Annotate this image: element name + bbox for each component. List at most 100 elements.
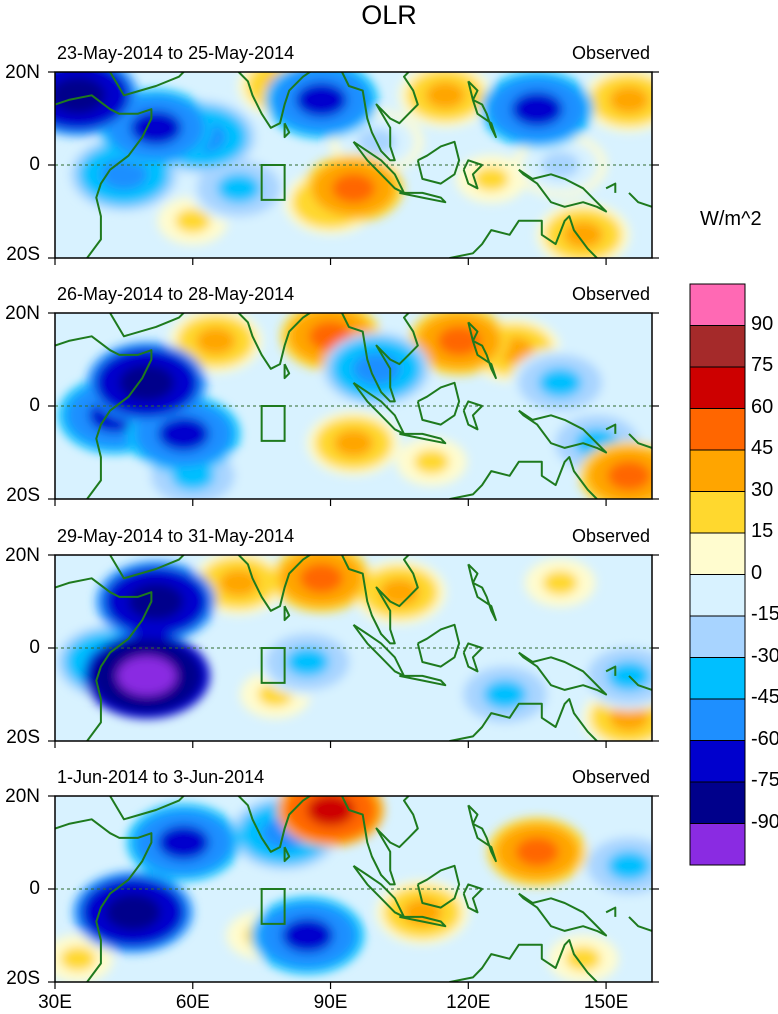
coastline	[399, 191, 447, 204]
coastline	[237, 313, 419, 403]
y-tick-label: 20S	[6, 244, 40, 265]
anomaly-core	[413, 449, 450, 474]
reference-box	[260, 164, 286, 201]
coastline	[109, 72, 185, 97]
coastline	[628, 916, 652, 932]
colorbar-swatch	[689, 366, 746, 409]
y-tick-label: 20S	[6, 727, 40, 748]
anomaly-core	[352, 352, 400, 385]
anomaly-core	[609, 86, 649, 114]
coastline	[467, 563, 497, 622]
coastline	[462, 642, 484, 673]
anomaly-core	[105, 893, 161, 931]
coastline	[462, 883, 484, 914]
coastline	[283, 846, 291, 863]
colorbar-label: 75	[751, 354, 774, 376]
coastline	[605, 182, 617, 193]
anomaly-core	[333, 429, 374, 457]
coastline	[605, 906, 617, 917]
panel-tag: Observed	[571, 284, 650, 304]
colorbar-swatch	[689, 449, 746, 492]
panel-title: 26-May-2014 to 28-May-2014	[57, 284, 295, 304]
coastline	[628, 433, 652, 449]
coastline	[109, 796, 186, 821]
coastline	[448, 456, 598, 499]
anomaly-core	[538, 368, 582, 398]
coastline	[462, 400, 484, 431]
anomaly-core	[473, 166, 509, 192]
anomaly-core	[117, 656, 177, 696]
anomaly-core	[175, 208, 211, 233]
y-tick-label: 20S	[6, 968, 40, 989]
olr-field-panel-2	[55, 313, 652, 499]
panel-title: 23-May-2014 to 25-May-2014	[57, 43, 295, 63]
y-tick-label: 0	[29, 395, 40, 416]
anomaly-core	[286, 647, 330, 677]
coastline	[518, 651, 608, 696]
coastline	[283, 122, 291, 139]
coastline	[416, 140, 461, 185]
anomaly-core	[158, 416, 210, 451]
x-tick-label: 150E	[583, 992, 629, 1013]
anomaly-core	[607, 461, 651, 491]
anomaly-core	[60, 946, 96, 971]
y-tick-label: 0	[29, 637, 40, 658]
colorbar-label: -15	[751, 603, 778, 625]
olr-field-panel-3	[55, 555, 652, 741]
colorbar-swatch	[689, 781, 746, 824]
colorbar-swatch	[689, 740, 746, 783]
coastline	[55, 818, 153, 982]
y-tick-label: 20N	[5, 786, 40, 807]
y-tick-label: 20N	[5, 303, 40, 324]
x-tick-label: 120E	[446, 992, 491, 1013]
coastline	[448, 939, 598, 982]
reference-box	[260, 647, 286, 684]
colorbar-label: 90	[751, 312, 774, 335]
colorbar-label: -90	[751, 810, 778, 833]
y-tick-label: 0	[29, 154, 40, 175]
anomaly-core	[282, 918, 334, 953]
anomaly-core	[437, 326, 481, 356]
anomaly-core	[196, 327, 236, 355]
anomaly-core	[219, 569, 259, 597]
olr-field-panel-4	[55, 796, 652, 982]
coastline	[605, 423, 617, 434]
coastline	[399, 674, 447, 687]
colorbar-swatch	[689, 408, 746, 451]
coastline	[237, 796, 419, 886]
reference-box	[260, 405, 286, 442]
anomaly-core	[542, 570, 578, 595]
coastline	[467, 80, 497, 139]
colorbar-label: -75	[751, 769, 778, 791]
anomaly-core	[130, 110, 182, 145]
anomaly-core	[483, 679, 527, 710]
anomaly-core	[100, 158, 148, 191]
coastline	[55, 335, 153, 499]
coastline	[55, 577, 153, 741]
colorbar-swatch	[689, 283, 746, 326]
coastline	[448, 698, 598, 741]
panel-title: 29-May-2014 to 31-May-2014	[57, 526, 295, 546]
colorbar-label: 45	[751, 437, 774, 459]
coastline	[416, 381, 461, 426]
anomaly-core	[55, 76, 106, 114]
anomaly-core	[128, 583, 184, 620]
anomaly-blobs	[56, 555, 652, 741]
coastline	[467, 321, 497, 380]
colorbar-label: 0	[751, 561, 763, 584]
anomaly-core	[607, 851, 651, 881]
panel-tag: Observed	[571, 767, 650, 787]
anomaly-core	[515, 837, 559, 867]
coastline	[237, 72, 419, 162]
y-tick-label: 20N	[5, 545, 40, 566]
x-tick-label: 90E	[313, 992, 348, 1013]
colorbar-swatch	[689, 574, 746, 617]
colorbar-swatch	[689, 615, 746, 658]
colorbar-swatch	[689, 491, 746, 534]
coastline	[518, 409, 608, 454]
panel-tag: Observed	[571, 526, 650, 546]
anomaly-core	[331, 173, 376, 203]
panel-tag: Observed	[571, 43, 650, 63]
coastline	[399, 432, 447, 445]
colorbar-label: 60	[751, 395, 774, 418]
